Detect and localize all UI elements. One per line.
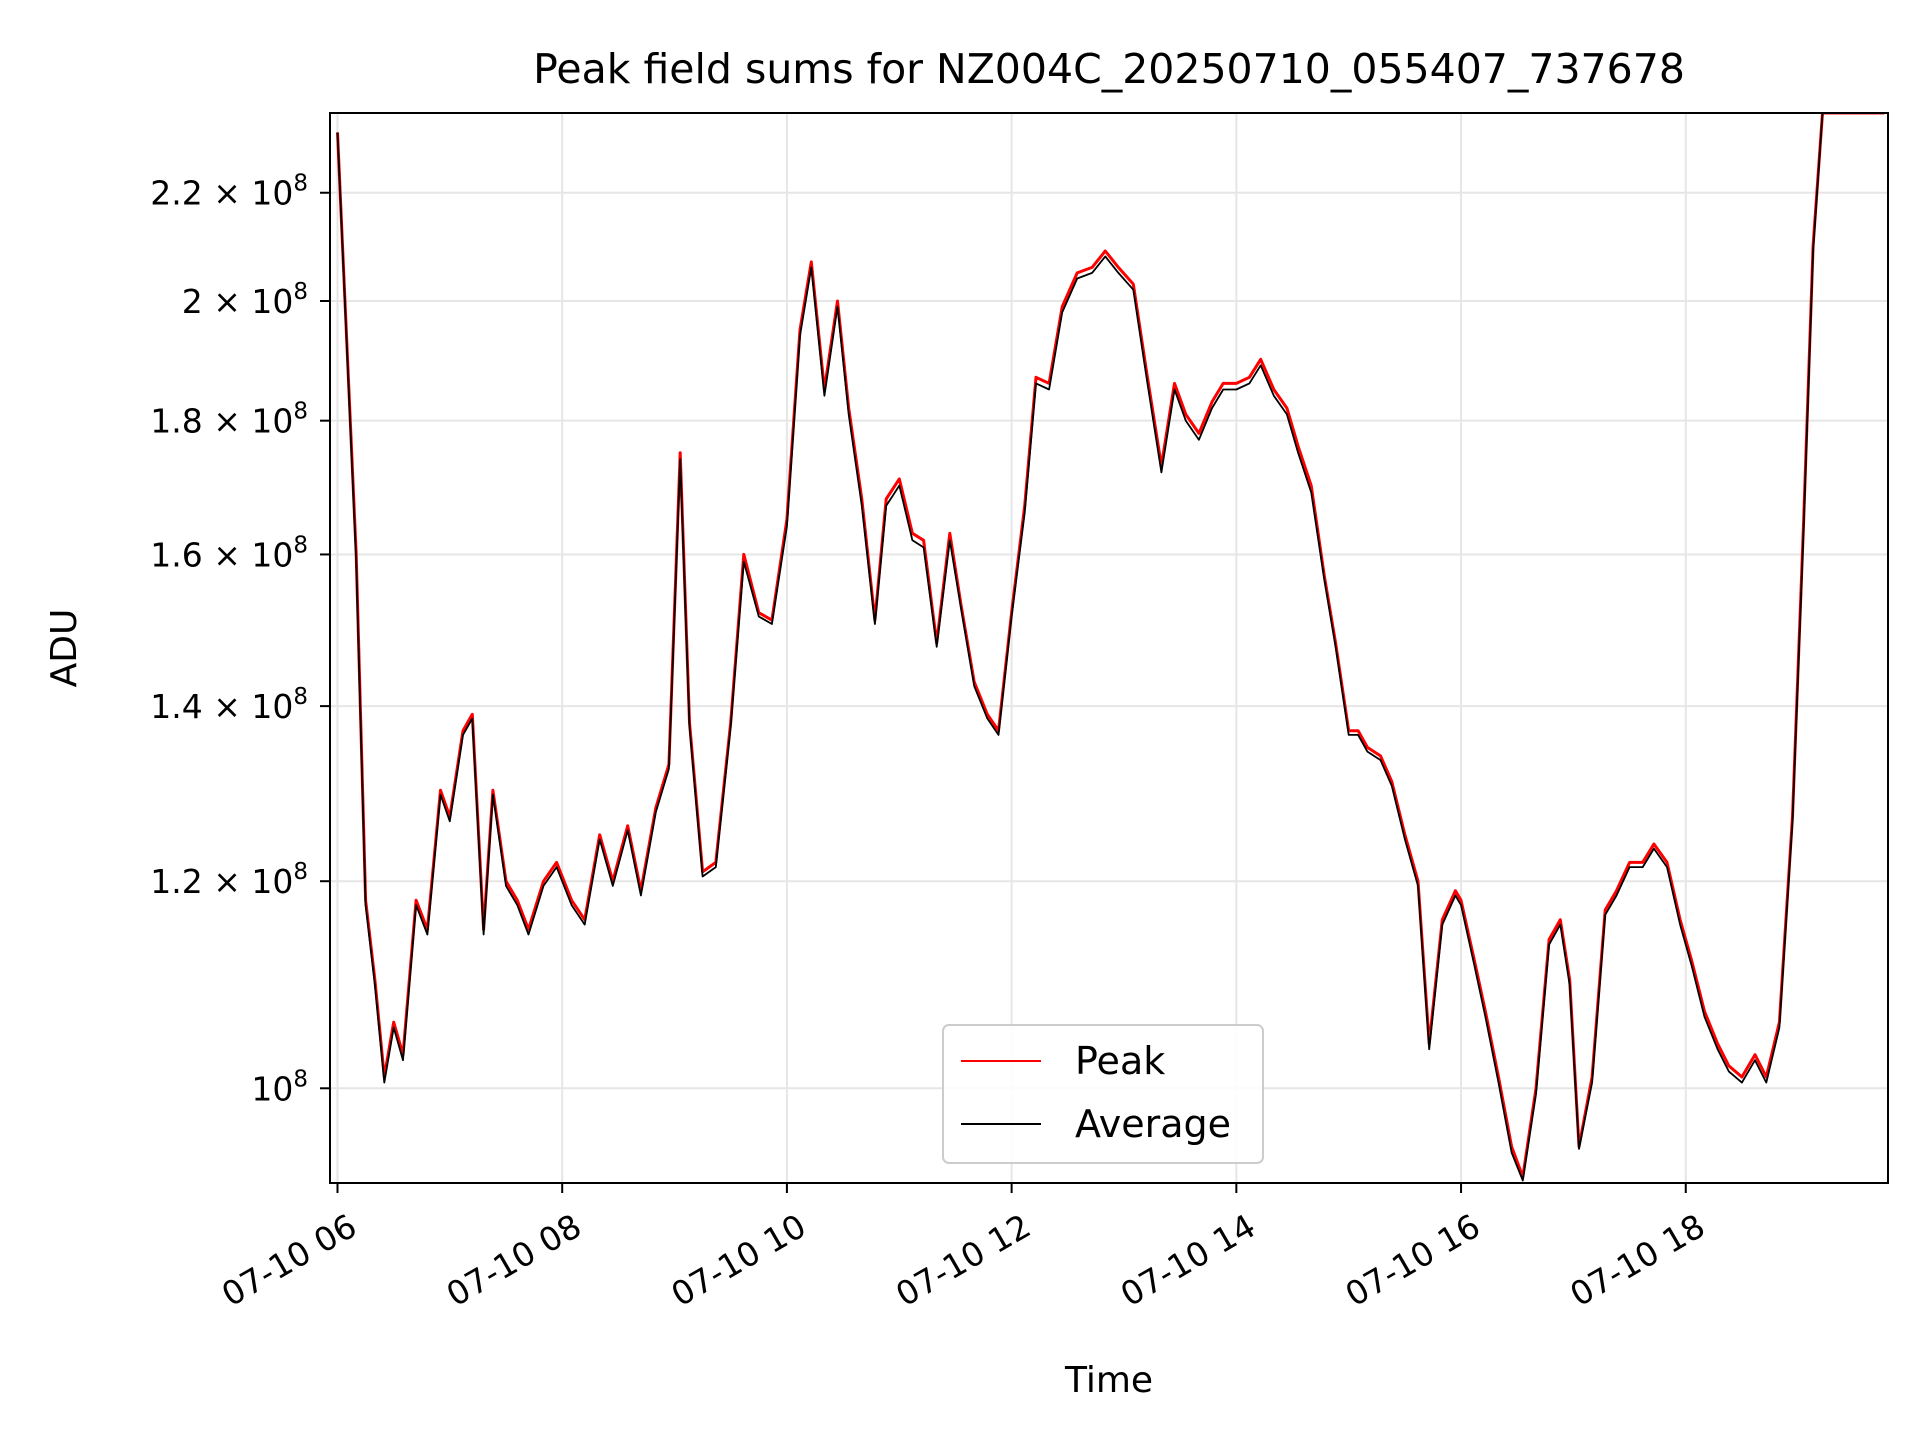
y-tick-label: 2 × 108: [182, 279, 308, 321]
y-tick-label: 1.6 × 108: [150, 532, 308, 574]
chart-title: Peak field sums for NZ004C_20250710_0554…: [533, 45, 1685, 93]
grid: [330, 113, 1888, 1183]
y-tick-label: 108: [251, 1066, 308, 1108]
y-tick-label: 1.2 × 108: [150, 859, 308, 901]
series-layer: [336, 113, 1885, 1182]
plot-frame: [329, 112, 1889, 1184]
y-tick-label: 2.2 × 108: [150, 171, 308, 213]
legend-label-peak: Peak: [1075, 1039, 1165, 1083]
legend-box: [942, 1024, 1264, 1164]
x-axis-title: Time: [1064, 1360, 1153, 1401]
series-line-average: [336, 113, 1885, 1182]
y-axis-title: ADU: [44, 609, 85, 688]
y-tick-label: 1.8 × 108: [150, 399, 308, 441]
y-ticks: 108 1.2 × 108 1.4 × 108 1.6 × 108 1.8 × 108 2…: [150, 171, 330, 1108]
legend: Peak Average: [942, 1024, 1264, 1164]
legend-label-average: Average: [1075, 1102, 1231, 1146]
series-line-peak: [336, 113, 1885, 1179]
y-tick-label: 1.4 × 108: [150, 684, 308, 726]
